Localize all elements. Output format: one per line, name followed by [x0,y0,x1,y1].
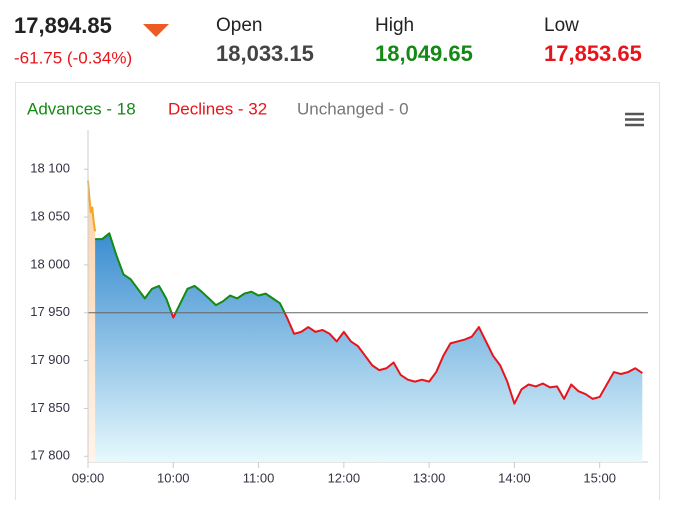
change: -61.75 (-0.34%) [14,48,132,67]
menu-icon[interactable] [625,112,644,127]
down-arrow [143,24,169,37]
y-tick-label: 18 000 [30,256,70,271]
last-price: 17,894.85 [14,13,112,38]
price-line [87,180,97,232]
x-tick-label: 12:00 [328,470,361,485]
y-tick-label: 18 100 [30,161,70,176]
price-line [95,232,643,405]
panel [15,82,660,505]
unchanged: Unchanged - 0 [297,99,409,118]
declines: Declines - 32 [168,99,267,118]
advances: Advances - 18 [27,99,136,118]
x-tick-label: 13:00 [413,470,446,485]
area [95,233,643,462]
open-label: Open [216,15,262,36]
x-tick-label: 09:00 [72,470,105,485]
x-tick-label: 14:00 [498,470,531,485]
x-tick-label: 11:00 [243,470,275,485]
x-tick-label: 10:00 [157,470,190,485]
y-tick-label: 18 050 [30,209,70,224]
y-tick-label: 17 900 [30,352,70,367]
x-tick-label: 15:00 [583,470,616,485]
open-value: 18,033.15 [216,41,314,66]
high-label: High [375,15,414,36]
y-tick-label: 17 950 [30,304,70,319]
y-tick-label: 17 800 [30,448,70,463]
low-label: Low [544,15,579,36]
high-value: 18,049.65 [375,41,473,66]
low-value: 17,853.65 [544,41,642,66]
y-tick-label: 17 850 [30,400,70,415]
area [88,180,96,463]
